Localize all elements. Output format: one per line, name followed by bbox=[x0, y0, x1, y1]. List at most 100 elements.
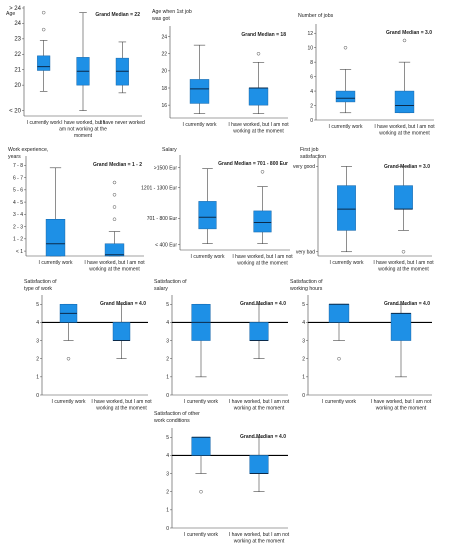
grand-median-label: Grand Median = 4.0 bbox=[384, 301, 430, 307]
x-category-label: I currently work bbox=[184, 532, 218, 538]
outlier-point bbox=[199, 489, 203, 494]
y-tick-label: 4 bbox=[166, 320, 169, 326]
y-tick-label: 5 bbox=[36, 302, 39, 308]
box-iqr bbox=[198, 201, 217, 230]
y-tick-label: 5 bbox=[166, 435, 169, 441]
chart-title-line: was got bbox=[152, 16, 170, 22]
box-iqr bbox=[390, 313, 412, 341]
chart-title-line: Satisfaction of bbox=[154, 279, 187, 285]
y-tick-label: 4 - 5 bbox=[13, 200, 23, 206]
y-tick-label: < 400 Eur bbox=[155, 243, 177, 249]
chart-title-line: Satisfaction of bbox=[290, 279, 323, 285]
x-category-label: working at the moment bbox=[96, 406, 147, 412]
grand-median-label: Grand Median = 1 - 2 bbox=[93, 162, 142, 168]
chart-title-line: Salary bbox=[162, 147, 177, 153]
grand-median-label: Grand Median = 18 bbox=[241, 32, 286, 38]
x-category-label: I have worked, but I am not bbox=[84, 260, 145, 266]
y-tick-label: 2 bbox=[36, 357, 39, 363]
y-tick-label: 2 bbox=[166, 490, 169, 496]
y-tick-label: 18 bbox=[161, 86, 167, 92]
chart-title-line: Satisfaction of bbox=[24, 279, 57, 285]
y-tick-label: 0 bbox=[310, 118, 313, 124]
x-category-label: I have worked, but I am not bbox=[232, 254, 293, 260]
chart-panel-1: Age < 20 20 21 22 23 24 > 24 Grand Median = 22 I … bbox=[6, 6, 145, 139]
y-tick-label: >1500 Eur bbox=[154, 165, 178, 171]
y-tick-label: 1 bbox=[36, 375, 39, 381]
outlier-point bbox=[112, 180, 117, 185]
x-category-label: working at the moment bbox=[233, 129, 284, 135]
y-tick-label: 21 bbox=[14, 68, 21, 74]
x-category-label: I currently work bbox=[183, 122, 217, 128]
outlier-point bbox=[337, 356, 341, 361]
y-tick-label: 24 bbox=[161, 34, 167, 40]
chart-title-line: years bbox=[8, 154, 21, 160]
outlier-point bbox=[41, 27, 46, 32]
x-category-label: working at the moment bbox=[237, 261, 288, 267]
outlier-point bbox=[260, 170, 265, 174]
y-tick-label: 2 bbox=[310, 103, 313, 109]
chart-panel-3: Number of jobs 0 2 4 6 8 10 12 Grand Median = 3.… bbox=[298, 13, 435, 137]
outlier-point bbox=[343, 45, 348, 50]
chart-title-line: Satisfaction of other bbox=[154, 411, 200, 417]
y-tick-label: 3 bbox=[166, 338, 169, 344]
y-tick-label: 3 - 4 bbox=[13, 212, 23, 218]
x-category-label: am not working at the bbox=[59, 127, 107, 133]
box-iqr bbox=[248, 87, 269, 106]
box-iqr bbox=[253, 210, 272, 233]
grand-median-label: Grand Median = 3.0 bbox=[386, 30, 432, 36]
x-category-label: working at the moment bbox=[379, 131, 430, 137]
outlier-point bbox=[401, 249, 406, 254]
x-category-label: I have worked, but I am not bbox=[229, 532, 290, 538]
x-category-label: I have worked, but I am not bbox=[91, 399, 152, 405]
y-tick-label: 2 bbox=[166, 357, 169, 363]
outlier-point bbox=[112, 217, 117, 221]
y-tick-label: < 1 bbox=[16, 249, 23, 255]
outlier-point bbox=[402, 38, 407, 43]
x-category-label: working at the moment bbox=[234, 406, 285, 412]
y-tick-label: very bad bbox=[296, 250, 315, 256]
outlier-point bbox=[112, 205, 117, 209]
box-iqr bbox=[337, 185, 356, 231]
chart-title-line: working hours bbox=[290, 286, 323, 292]
x-category-label: I have worked, but I am not bbox=[374, 124, 435, 130]
y-tick-label: 4 bbox=[302, 320, 305, 326]
y-tick-label: 6 - 7 bbox=[13, 175, 23, 181]
y-tick-label: < 20 bbox=[9, 108, 22, 114]
y-tick-label: 12 bbox=[307, 31, 313, 37]
y-tick-label: 3 bbox=[302, 338, 305, 344]
y-tick-label: 0 bbox=[166, 526, 169, 532]
y-tick-label: 1201 - 1300 Eur bbox=[141, 185, 177, 191]
x-category-label: I have worked, but I am not bbox=[228, 122, 289, 128]
y-tick-label: 23 bbox=[14, 37, 21, 43]
x-category-label: working at the moment bbox=[378, 267, 429, 273]
y-tick-label: 7 - 8 bbox=[13, 163, 23, 169]
box-iqr bbox=[249, 455, 269, 474]
x-category-label: I currently work bbox=[52, 399, 86, 405]
box-iqr bbox=[335, 90, 356, 103]
y-tick-label: 10 bbox=[307, 45, 313, 51]
outlier-point bbox=[41, 10, 46, 15]
y-tick-label: 3 bbox=[36, 338, 39, 344]
y-tick-label: 5 - 6 bbox=[13, 188, 23, 194]
y-tick-label: 1 - 2 bbox=[13, 237, 23, 243]
chart-title-line: work conditions bbox=[154, 418, 190, 424]
chart-title-line: First job bbox=[300, 147, 319, 153]
box-iqr bbox=[37, 55, 51, 71]
y-tick-label: 2 - 3 bbox=[13, 224, 23, 230]
y-tick-label: 22 bbox=[161, 52, 167, 58]
x-category-label: I currently work bbox=[329, 124, 363, 130]
box-iqr bbox=[328, 304, 350, 323]
chart-title-line: Age when 1st job bbox=[152, 9, 192, 15]
x-category-label: working at the moment bbox=[376, 406, 427, 412]
chart-title-line: Number of jobs bbox=[298, 13, 334, 19]
x-category-label: I currently work bbox=[330, 260, 364, 266]
x-category-label: moment bbox=[74, 133, 93, 139]
chart-title-line: Age bbox=[6, 11, 15, 17]
x-category-label: I currently work bbox=[27, 120, 61, 126]
